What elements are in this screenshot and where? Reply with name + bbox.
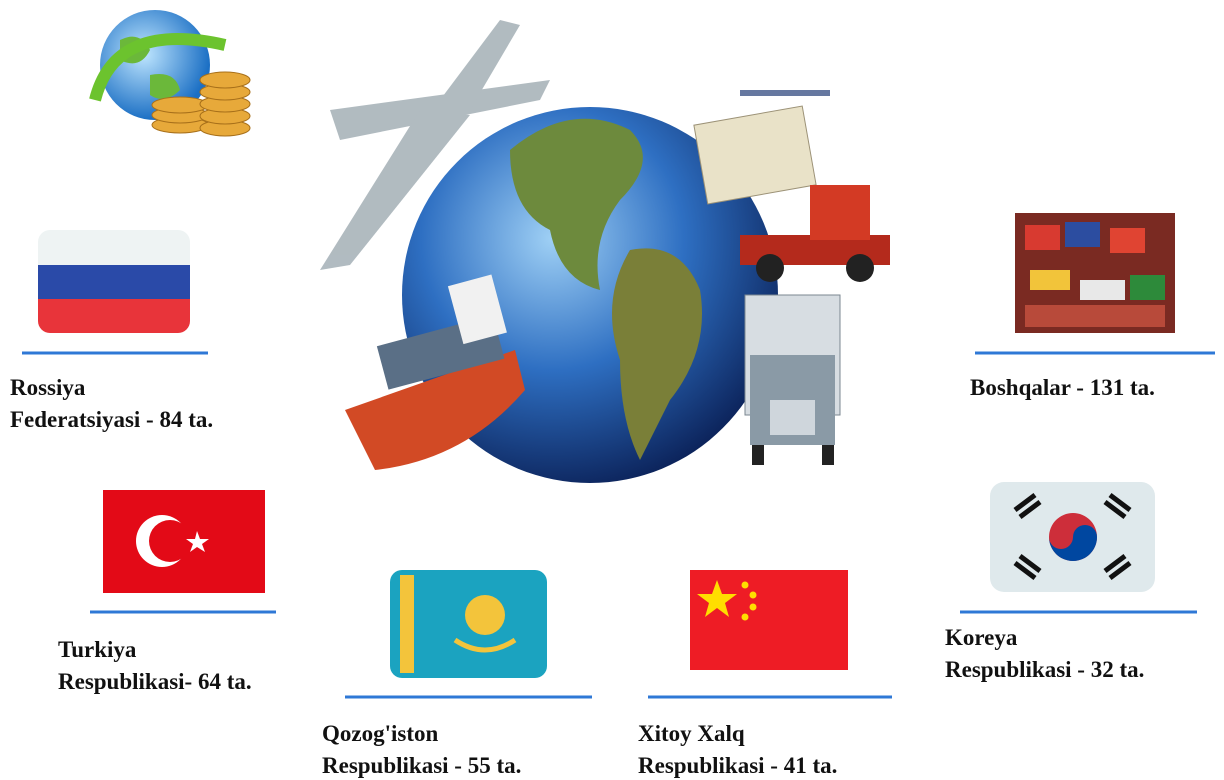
country-label: Turkiya [58,637,137,662]
country-label: Respublikasi - 55 ta. [322,753,521,778]
country-label: Respublikasi- 64 ta. [58,669,252,694]
country-label: Qozog'iston [322,721,438,746]
logistics-globe [320,20,890,483]
russia-flag [38,230,190,333]
crane-truck [693,90,890,282]
lorry [744,294,841,465]
country-label: Rossiya [10,375,86,400]
airplane [320,20,550,270]
country-label: Koreya [945,625,1018,650]
country-label: Federatsiyasi - 84 ta. [10,407,213,432]
ship [345,274,525,470]
country-label: Boshqalar - 131 ta. [970,375,1155,400]
kazakhstan-flag [390,570,547,678]
country-label: Respublikasi - 32 ta. [945,657,1144,682]
flags-photo [1015,213,1175,333]
korea-flag [990,482,1155,592]
china-flag [690,570,848,670]
country-label: Respublikasi - 41 ta. [638,753,837,778]
turkey-flag [103,490,265,593]
money-globe-icon [89,10,251,137]
country-label: Xitoy Xalq [638,721,745,746]
